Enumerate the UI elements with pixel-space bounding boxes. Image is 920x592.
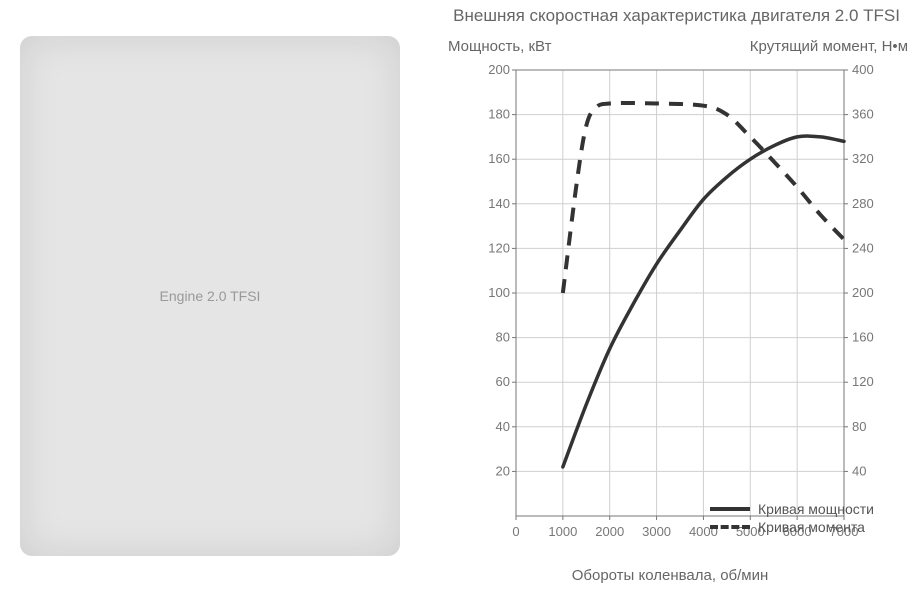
svg-text:2000: 2000 [595, 524, 624, 539]
legend-line-solid-icon [710, 507, 750, 511]
svg-text:80: 80 [496, 330, 510, 345]
legend-power-label: Кривая мощности [758, 501, 874, 517]
svg-text:200: 200 [488, 64, 510, 77]
svg-text:20: 20 [496, 463, 510, 478]
svg-text:280: 280 [852, 196, 874, 211]
svg-text:40: 40 [852, 463, 866, 478]
svg-text:200: 200 [852, 285, 874, 300]
svg-text:140: 140 [488, 196, 510, 211]
chart-plot: 0100020003000400050006000700020406080100… [480, 64, 880, 544]
svg-text:160: 160 [852, 330, 874, 345]
engine-image-alt: Engine 2.0 TFSI [160, 288, 261, 304]
svg-text:240: 240 [852, 240, 874, 255]
svg-text:100: 100 [488, 285, 510, 300]
svg-text:160: 160 [488, 151, 510, 166]
legend-row-power: Кривая мощности [710, 501, 874, 517]
svg-text:360: 360 [852, 107, 874, 122]
svg-text:400: 400 [852, 64, 874, 77]
svg-text:3000: 3000 [642, 524, 671, 539]
chart-title: Внешняя скоростная характеристика двигат… [420, 6, 920, 26]
y-left-axis-label: Мощность, кВт [448, 38, 551, 55]
legend-line-dashed-icon [710, 525, 750, 529]
svg-text:80: 80 [852, 419, 866, 434]
chart-panel: Внешняя скоростная характеристика двигат… [420, 0, 920, 592]
svg-text:120: 120 [488, 240, 510, 255]
x-axis-label: Обороты коленвала, об/мин [420, 567, 920, 584]
svg-text:60: 60 [496, 374, 510, 389]
svg-text:0: 0 [512, 524, 519, 539]
svg-text:40: 40 [496, 419, 510, 434]
legend-torque-label: Кривая момента [758, 519, 865, 535]
svg-text:320: 320 [852, 151, 874, 166]
chart-legend: Кривая мощности Кривая момента [710, 499, 874, 537]
legend-row-torque: Кривая момента [710, 519, 874, 535]
engine-image: Engine 2.0 TFSI [20, 36, 400, 556]
svg-text:1000: 1000 [548, 524, 577, 539]
y-right-axis-label: Крутящий момент, Н•м [750, 38, 908, 55]
svg-text:120: 120 [852, 374, 874, 389]
svg-text:180: 180 [488, 107, 510, 122]
engine-image-panel: Engine 2.0 TFSI [0, 0, 420, 592]
